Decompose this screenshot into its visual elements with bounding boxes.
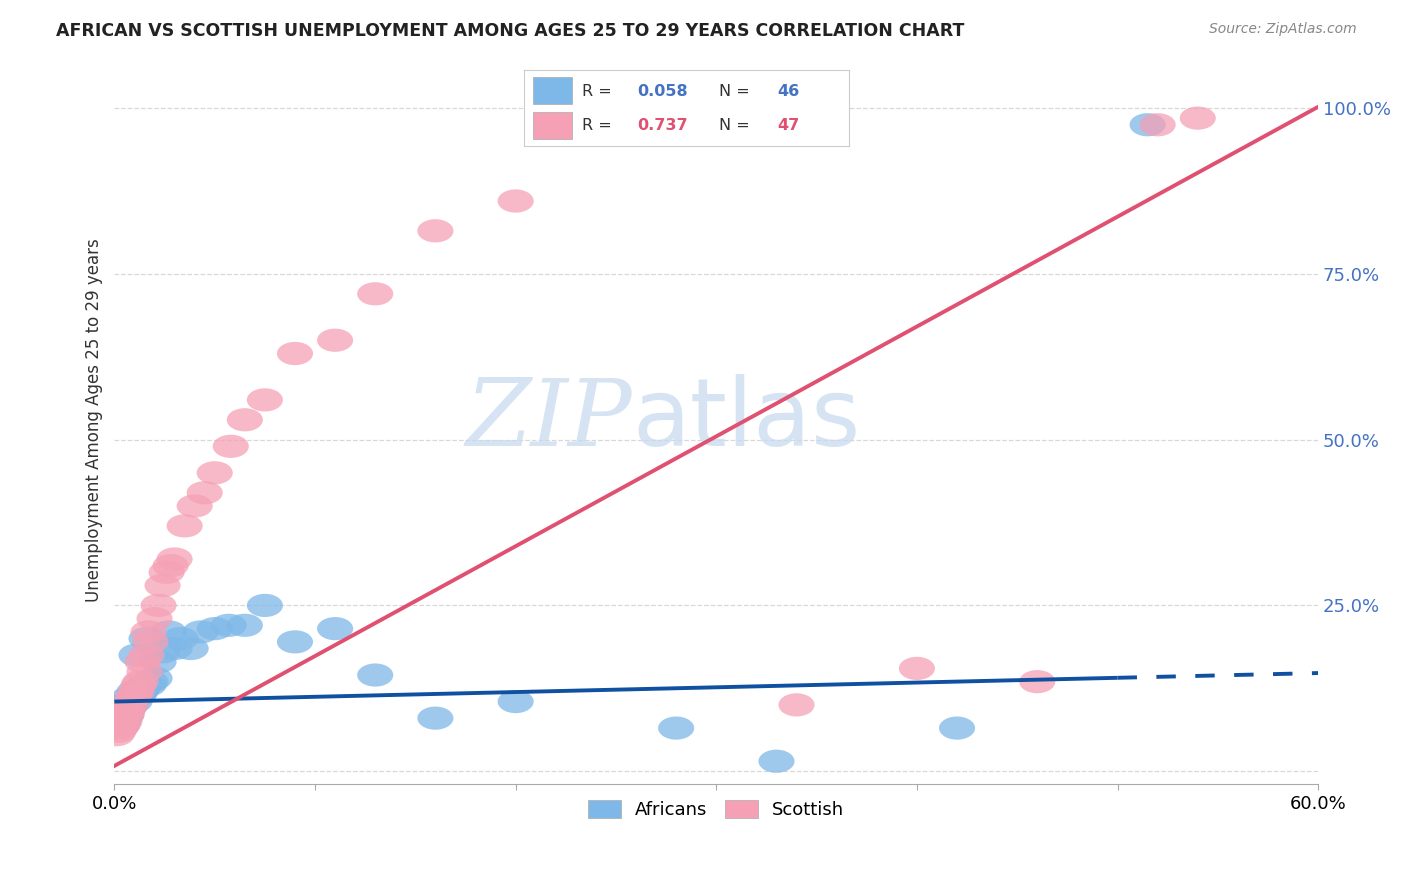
Ellipse shape — [149, 561, 184, 584]
Ellipse shape — [108, 693, 145, 716]
Ellipse shape — [187, 481, 222, 504]
Ellipse shape — [177, 494, 212, 517]
Ellipse shape — [112, 693, 149, 716]
Ellipse shape — [100, 714, 136, 737]
Ellipse shape — [678, 113, 714, 136]
Ellipse shape — [277, 631, 314, 654]
Ellipse shape — [132, 631, 169, 654]
Ellipse shape — [498, 690, 534, 714]
Ellipse shape — [114, 687, 150, 710]
Ellipse shape — [107, 706, 142, 730]
Ellipse shape — [357, 282, 394, 305]
Ellipse shape — [145, 640, 180, 664]
Ellipse shape — [898, 657, 935, 680]
Ellipse shape — [111, 687, 146, 710]
Text: atlas: atlas — [633, 374, 860, 466]
Ellipse shape — [104, 693, 141, 716]
Ellipse shape — [156, 637, 193, 660]
Ellipse shape — [108, 700, 145, 723]
Ellipse shape — [127, 660, 163, 683]
Ellipse shape — [1180, 106, 1216, 129]
Ellipse shape — [247, 388, 283, 411]
Ellipse shape — [128, 627, 165, 650]
Ellipse shape — [100, 720, 136, 743]
Ellipse shape — [136, 607, 173, 631]
Ellipse shape — [103, 703, 138, 726]
Ellipse shape — [136, 666, 173, 690]
Text: AFRICAN VS SCOTTISH UNEMPLOYMENT AMONG AGES 25 TO 29 YEARS CORRELATION CHART: AFRICAN VS SCOTTISH UNEMPLOYMENT AMONG A… — [56, 22, 965, 40]
Ellipse shape — [111, 697, 146, 720]
Ellipse shape — [104, 714, 141, 737]
Ellipse shape — [152, 554, 188, 577]
Ellipse shape — [141, 594, 177, 617]
Ellipse shape — [578, 123, 614, 146]
Ellipse shape — [145, 574, 180, 597]
Ellipse shape — [103, 706, 138, 730]
Ellipse shape — [183, 620, 219, 643]
Ellipse shape — [122, 680, 159, 703]
Ellipse shape — [226, 614, 263, 637]
Ellipse shape — [316, 328, 353, 351]
Ellipse shape — [118, 643, 155, 666]
Ellipse shape — [128, 643, 165, 666]
Ellipse shape — [98, 710, 135, 733]
Ellipse shape — [107, 697, 142, 720]
Ellipse shape — [779, 693, 814, 716]
Ellipse shape — [212, 434, 249, 458]
Ellipse shape — [125, 650, 160, 673]
Ellipse shape — [107, 710, 142, 733]
Ellipse shape — [118, 680, 155, 703]
Ellipse shape — [122, 670, 159, 693]
Text: ZIP: ZIP — [465, 375, 633, 465]
Legend: Africans, Scottish: Africans, Scottish — [581, 793, 852, 827]
Ellipse shape — [100, 706, 136, 730]
Ellipse shape — [357, 664, 394, 687]
Ellipse shape — [127, 673, 163, 697]
Ellipse shape — [197, 617, 233, 640]
Ellipse shape — [111, 697, 146, 720]
Ellipse shape — [125, 677, 160, 700]
Y-axis label: Unemployment Among Ages 25 to 29 years: Unemployment Among Ages 25 to 29 years — [86, 238, 103, 602]
Ellipse shape — [131, 673, 166, 697]
Ellipse shape — [226, 409, 263, 432]
Ellipse shape — [117, 680, 152, 703]
Ellipse shape — [211, 614, 247, 637]
Ellipse shape — [108, 703, 145, 726]
Ellipse shape — [939, 716, 976, 739]
Ellipse shape — [117, 683, 152, 706]
Ellipse shape — [1140, 113, 1175, 136]
Ellipse shape — [103, 697, 138, 720]
Ellipse shape — [163, 627, 198, 650]
Ellipse shape — [1019, 670, 1056, 693]
Text: Source: ZipAtlas.com: Source: ZipAtlas.com — [1209, 22, 1357, 37]
Ellipse shape — [758, 749, 794, 772]
Ellipse shape — [121, 673, 156, 697]
Ellipse shape — [112, 693, 149, 716]
Ellipse shape — [658, 716, 695, 739]
Ellipse shape — [141, 650, 177, 673]
Ellipse shape — [103, 716, 138, 739]
Ellipse shape — [132, 670, 169, 693]
Ellipse shape — [247, 594, 283, 617]
Ellipse shape — [498, 189, 534, 212]
Ellipse shape — [277, 342, 314, 365]
Ellipse shape — [104, 703, 141, 726]
Ellipse shape — [418, 219, 454, 243]
Ellipse shape — [316, 617, 353, 640]
Ellipse shape — [98, 723, 135, 747]
Ellipse shape — [117, 690, 152, 714]
Ellipse shape — [100, 700, 136, 723]
Ellipse shape — [114, 687, 150, 710]
Ellipse shape — [131, 620, 166, 643]
Ellipse shape — [1129, 113, 1166, 136]
Ellipse shape — [197, 461, 233, 484]
Ellipse shape — [121, 683, 156, 706]
Ellipse shape — [104, 714, 141, 737]
Ellipse shape — [418, 706, 454, 730]
Ellipse shape — [173, 637, 208, 660]
Ellipse shape — [150, 620, 187, 643]
Ellipse shape — [108, 703, 145, 726]
Ellipse shape — [166, 515, 202, 538]
Ellipse shape — [156, 548, 193, 571]
